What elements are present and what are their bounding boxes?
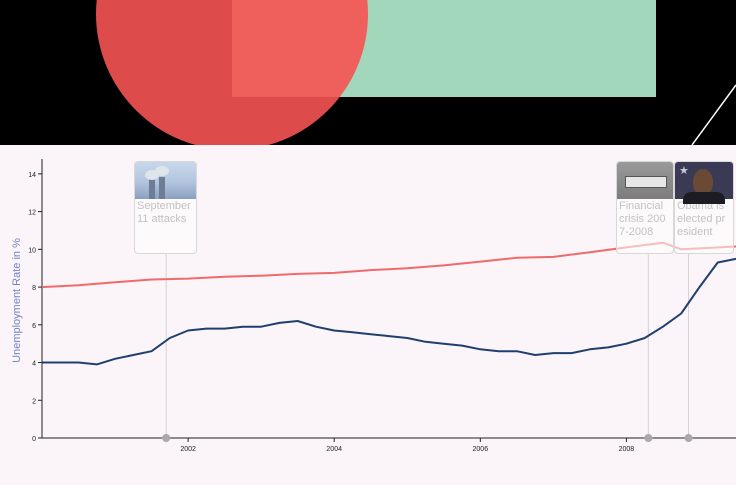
y-tick-label: 4: [32, 361, 36, 368]
hero-diagonal-line: [691, 84, 736, 145]
annotation-card-obama-elected[interactable]: ★ Obama is elected president: [674, 161, 734, 254]
y-tick-label: 12: [28, 210, 36, 217]
annotation-title-obama-elected: Obama is elected president: [677, 200, 726, 238]
annotation-marker-fin: [644, 434, 653, 442]
x-tick-label: 2004: [326, 446, 342, 453]
hero-banner: [0, 0, 736, 145]
annotation-title-september-11: September 11 attacks: [137, 200, 191, 225]
y-tick-label: 14: [28, 172, 36, 179]
y-tick-label: 10: [28, 247, 36, 254]
series-line-0: [42, 257, 736, 366]
annotation-card-financial-crisis[interactable]: Financial crisis 2007-2008: [616, 161, 674, 254]
y-tick-label: 2: [32, 398, 36, 405]
annotation-marker-sept: [162, 434, 171, 442]
x-tick-label: 2008: [619, 446, 635, 453]
x-tick-label: 2006: [473, 446, 489, 453]
annotation-card-september-11[interactable]: September 11 attacks: [134, 161, 197, 254]
y-tick-label: 8: [32, 285, 36, 292]
chart-area: 0 2 4 6 8 10 12 14 2002 2004 2006 2008 Unemployment …: [0, 145, 736, 480]
x-tick-label: 2002: [180, 446, 196, 453]
lehman-brothers-sign-photo: [617, 162, 673, 199]
twin-towers-photo: [135, 162, 196, 199]
y-axis-label: Unemployment Rate in %: [11, 238, 23, 363]
annotation-marker-obama: [684, 434, 693, 442]
annotation-title-financial-crisis: Financial crisis 2007-2008: [619, 200, 666, 238]
obama-portrait-photo: ★: [675, 162, 733, 204]
y-tick-label: 0: [32, 436, 36, 443]
y-tick-label: 6: [32, 323, 36, 330]
hero-overlap-shape: [232, 0, 368, 97]
